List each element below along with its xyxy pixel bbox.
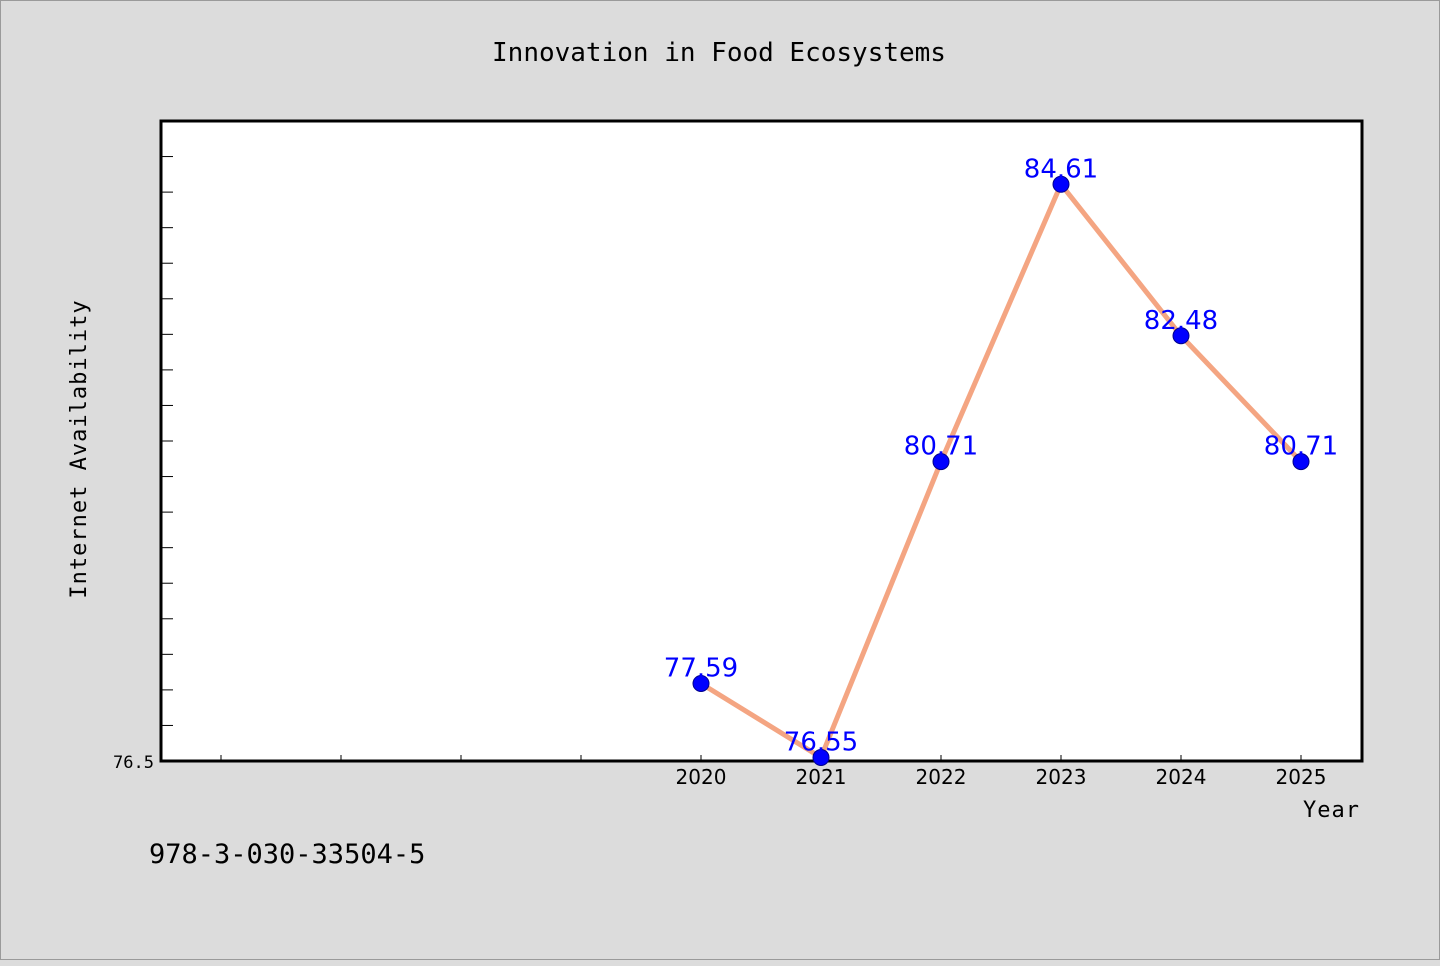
data-point-2025 xyxy=(1292,453,1310,471)
data-point-2023 xyxy=(1052,175,1070,193)
x-tick-label-2023: 2023 xyxy=(1036,765,1087,789)
data-label-2020: 77.59 xyxy=(664,653,738,683)
data-point-2020 xyxy=(692,674,710,692)
series-line xyxy=(698,181,1304,760)
plot-area xyxy=(159,119,1364,763)
isbn-text: 978-3-030-33504-5 xyxy=(149,839,425,870)
data-label-2022: 80.71 xyxy=(904,432,978,462)
x-tick-label-2021: 2021 xyxy=(796,765,847,789)
y-axis-min-label: 76.5 xyxy=(113,753,154,773)
x-tick-label-2024: 2024 xyxy=(1156,765,1207,789)
data-label-2021: 76.55 xyxy=(784,727,858,757)
data-point-2022 xyxy=(932,453,950,471)
data-label-2025: 80.71 xyxy=(1264,432,1338,462)
data-markers xyxy=(692,175,1310,766)
x-tick-label-2020: 2020 xyxy=(676,765,727,789)
data-point-2024 xyxy=(1172,327,1190,345)
y-axis-minor-ticks xyxy=(161,120,173,762)
data-label-2023: 84.61 xyxy=(1024,154,1098,184)
chart-title: Innovation in Food Ecosystems xyxy=(492,38,946,68)
y-axis-label: Internet Availability xyxy=(67,299,92,598)
x-axis-label: Year xyxy=(1303,798,1360,823)
data-labels: 77.59 76.55 80.71 84.61 82.48 80.71 xyxy=(664,154,1338,757)
data-label-2024: 82.48 xyxy=(1144,306,1218,336)
x-axis-tick-labels: 2020 2021 2022 2023 2024 2025 xyxy=(676,765,1327,789)
x-tick-label-2022: 2022 xyxy=(916,765,967,789)
x-tick-label-2025: 2025 xyxy=(1276,765,1327,789)
data-point-2021 xyxy=(812,748,830,766)
